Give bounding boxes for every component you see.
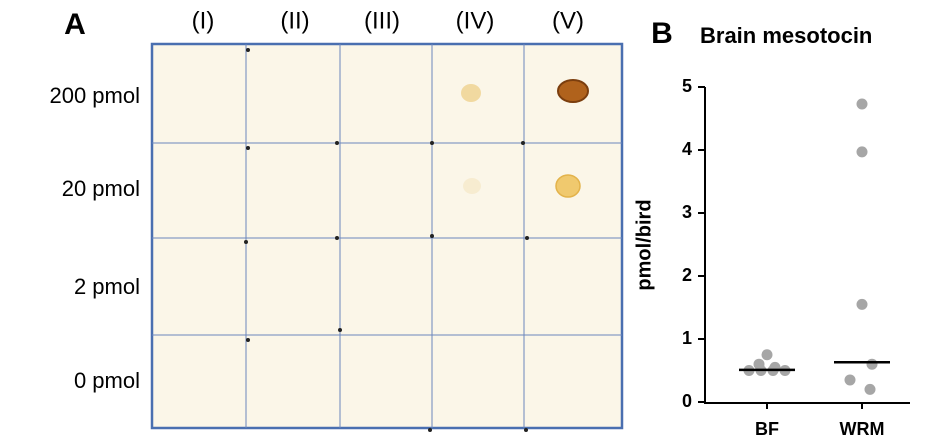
panel-label: A: [64, 8, 86, 41]
y-tick-label: 2: [682, 265, 692, 285]
figure: A B Brain mesotocin pmol/bird (I) (II) (II…: [0, 0, 942, 443]
blot-membrane: [152, 44, 622, 428]
blot-spot: [558, 80, 588, 102]
row-label: 2 pmol: [74, 274, 140, 299]
column-label: (III): [364, 7, 400, 34]
column-label: (I): [192, 7, 215, 34]
data-point: [770, 362, 781, 373]
panel-label: B: [651, 17, 673, 50]
y-tick-label: 0: [682, 391, 692, 411]
x-tick-label: WRM: [840, 419, 885, 439]
y-tick-label: 3: [682, 202, 692, 222]
y-tick-label: 5: [682, 76, 692, 96]
y-tick-label: 1: [682, 328, 692, 348]
blot-spot: [556, 175, 580, 197]
y-tick-label: 4: [682, 139, 692, 159]
x-tick-label: BF: [755, 419, 779, 439]
data-point: [857, 299, 868, 310]
row-label: 0 pmol: [74, 368, 140, 393]
y-axis-label: pmol/bird: [633, 199, 655, 290]
blot-spot: [461, 84, 481, 102]
data-point: [867, 359, 878, 370]
blot-spot: [463, 178, 481, 194]
column-label: (IV): [456, 7, 495, 34]
data-point: [762, 349, 773, 360]
chart-title: Brain mesotocin: [700, 23, 872, 48]
column-label: (V): [552, 7, 584, 34]
data-point: [845, 374, 856, 385]
row-label: 200 pmol: [49, 83, 140, 108]
row-label: 20 pmol: [62, 176, 140, 201]
column-label: (II): [280, 7, 309, 34]
data-point: [857, 99, 868, 110]
data-point: [857, 146, 868, 157]
data-point: [865, 384, 876, 395]
